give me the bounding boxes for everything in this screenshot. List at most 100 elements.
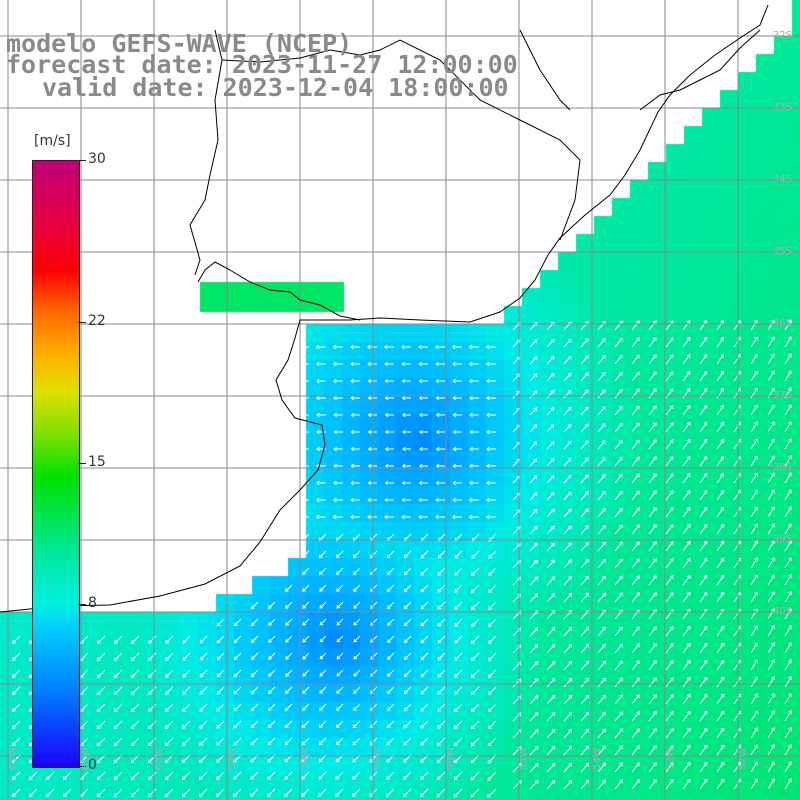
wind-vector [750, 574, 758, 586]
wind-vector-head [386, 724, 391, 729]
wind-vector-head [669, 490, 674, 494]
wind-vector [699, 711, 708, 722]
wind-vector-head [551, 779, 556, 784]
wind-vector-head [567, 457, 572, 462]
wind-vector-head [401, 395, 406, 401]
wind-vector [631, 371, 640, 382]
wind-vector-head [335, 741, 340, 746]
wind-vector-head [285, 622, 289, 626]
wind-vector-head [585, 626, 590, 631]
wind-vector [648, 711, 657, 722]
wind-vector-head [387, 605, 391, 609]
wind-vector [353, 550, 361, 558]
wind-vector-head [232, 793, 237, 798]
wind-vector [699, 337, 708, 348]
wind-vector [336, 686, 344, 694]
wind-vector-head [567, 389, 572, 394]
wind-vector-head [653, 745, 657, 749]
wind-vector-head [437, 742, 441, 746]
wind-vector-head [720, 489, 725, 494]
wind-vector-head [333, 463, 337, 469]
wind-vector-head [703, 353, 708, 358]
wind-vector [563, 475, 572, 484]
wind-vector [12, 788, 21, 797]
wind-vector [301, 771, 310, 780]
wind-vector [165, 788, 174, 797]
wind-vector [614, 660, 623, 671]
wind-vector-head [619, 320, 623, 325]
wind-vector [131, 652, 140, 661]
wind-vector-head [703, 676, 708, 681]
wind-vector [437, 771, 446, 780]
wind-vector [665, 524, 674, 535]
wind-vector-head [336, 621, 341, 626]
wind-vector [597, 542, 606, 552]
wind-vector [750, 540, 758, 552]
wind-vector-head [788, 421, 792, 426]
wind-vector [488, 584, 497, 593]
wind-vector [529, 593, 538, 603]
wind-vector-head [318, 554, 323, 559]
wind-vector-head [533, 339, 538, 343]
wind-vector-head [435, 429, 440, 435]
wind-vector [682, 779, 691, 790]
wind-vector-head [350, 412, 355, 418]
wind-vector [336, 635, 344, 643]
wind-vector [665, 354, 674, 365]
wind-vector-head [130, 640, 135, 645]
wind-vector [546, 746, 556, 756]
wind-vector-head [233, 639, 238, 644]
wind-vector [251, 652, 259, 660]
wind-vector [597, 389, 606, 399]
wind-vector [631, 388, 640, 399]
wind-vector-head [720, 676, 725, 681]
wind-vector-head [754, 404, 758, 409]
wind-vector-head [96, 793, 101, 798]
wind-vector-head [181, 776, 186, 781]
wind-vector-head [453, 759, 458, 764]
wind-vector-head [533, 322, 538, 326]
wind-vector [784, 574, 792, 586]
wind-vector [546, 763, 556, 773]
wind-vector [614, 728, 623, 739]
wind-vector [563, 424, 572, 433]
wind-vector-head [353, 621, 358, 626]
wind-vector-head [585, 592, 590, 597]
wind-vector-head [350, 429, 355, 435]
wind-vector-head [653, 575, 657, 579]
wind-vector [784, 761, 792, 773]
wind-vector-head [130, 759, 135, 764]
wind-vector [165, 652, 174, 661]
wind-vector [284, 788, 293, 797]
wind-vector [404, 635, 412, 643]
wind-vector-head [164, 742, 169, 747]
wind-vector-head [686, 490, 691, 494]
wind-vector [784, 710, 792, 722]
wind-vector-head [585, 677, 590, 682]
wind-vector-head [686, 354, 691, 358]
wind-vector-head [788, 710, 792, 714]
wind-vector-head [319, 604, 324, 609]
wind-vector-head [636, 592, 640, 597]
wind-vector-head [198, 776, 203, 781]
wind-vector-head [12, 691, 16, 695]
wind-vector-head [471, 623, 475, 627]
wind-vector-head [737, 540, 742, 545]
wind-vector-head [533, 407, 538, 412]
wind-vector [716, 490, 724, 501]
wind-vector-head [452, 429, 457, 435]
wind-vector [563, 780, 573, 790]
wind-vector-head [285, 673, 289, 677]
wind-vector-head [471, 572, 475, 576]
wind-vector-head [437, 639, 442, 644]
wind-vector-head [353, 672, 358, 677]
wind-vector-head [384, 463, 389, 469]
wind-vector-head [771, 727, 776, 731]
wind-vector-head [319, 672, 324, 677]
wind-vector-head [788, 404, 792, 409]
wind-vector-head [534, 695, 539, 699]
wind-vector-head [720, 353, 725, 358]
wind-vector-head [551, 559, 555, 564]
wind-vector-head [771, 642, 775, 647]
wind-vector-head [585, 525, 589, 529]
